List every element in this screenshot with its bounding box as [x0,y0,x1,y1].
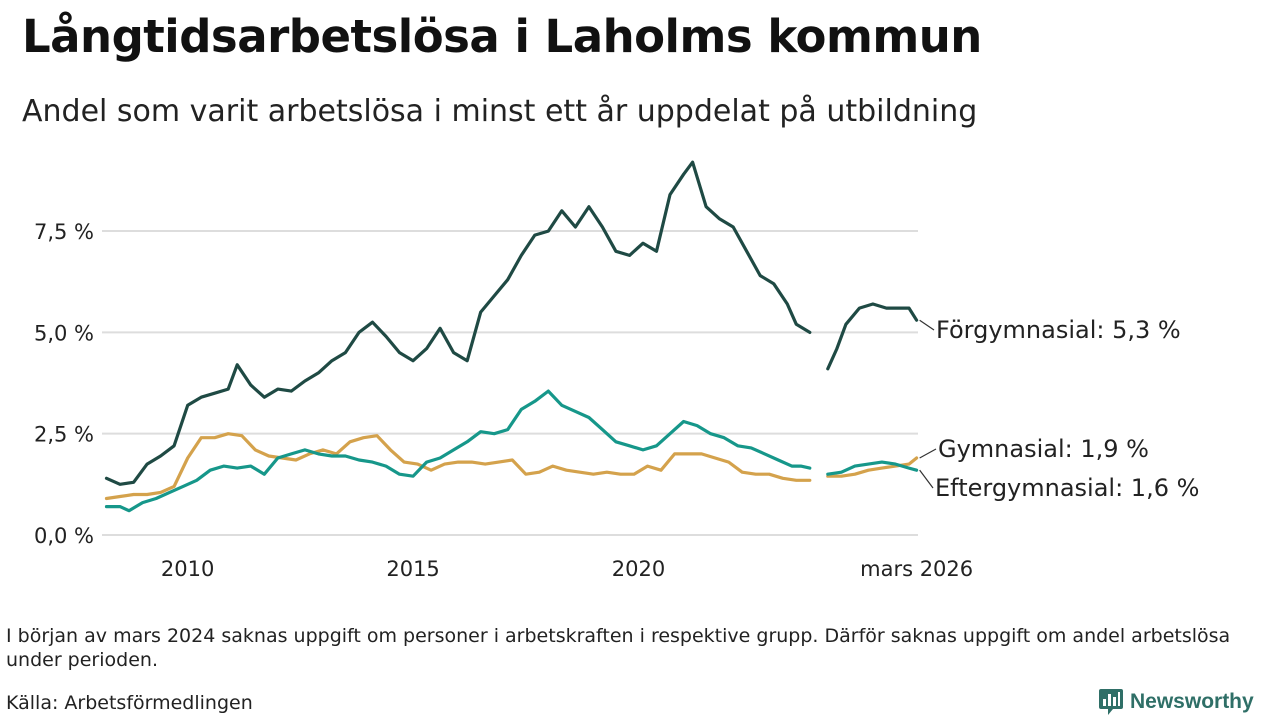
series-line-gymnasial-2 [826,456,919,478]
end-label-forgymnasial: Förgymnasial: 5,3 % [936,316,1181,344]
x-tick-label-3: mars 2026 [860,557,973,581]
end-labels: Förgymnasial: 5,3 % Gymnasial: 1,9 % Efter… [919,316,1199,502]
chart-subtitle: Andel som varit arbetslösa i minst ett å… [22,94,978,129]
x-tick-label-0: 2010 [161,557,214,581]
line-chart: 0,0 % 2,5 % 5,0 % 7,5 % 2010 2015 2020 mars 20… [34,160,1199,581]
series-line-eftergymnasial-2 [826,460,919,476]
grid-lines [102,230,918,536]
end-label-leader-forgymnasial [919,319,935,331]
newsworthy-logo: Newsworthy [1098,688,1254,716]
series-line-gymnasial-1 [104,432,812,501]
series-line-forgymnasial-2 [826,302,919,371]
y-tick-label-3: 7,5 % [34,220,94,244]
end-label-leader-eftergymnasial [919,469,934,489]
series-lines [104,160,919,513]
y-axis: 0,0 % 2,5 % 5,0 % 7,5 % [34,220,94,548]
x-axis: 2010 2015 2020 mars 2026 [161,557,973,581]
series-line-forgymnasial-1 [104,160,812,486]
y-tick-label-0: 0,0 % [34,524,94,548]
x-tick-label-1: 2015 [386,557,439,581]
y-tick-label-1: 2,5 % [34,423,94,447]
source-credit: Källa: Arbetsförmedlingen [6,692,253,714]
newsworthy-chart-bubble-icon [1099,689,1123,715]
end-label-gymnasial: Gymnasial: 1,9 % [938,435,1149,463]
series-line-eftergymnasial-1 [104,389,812,513]
chart-title: Långtidsarbetslösa i Laholms kommun [22,10,982,63]
x-tick-label-2: 2020 [612,557,665,581]
brand-name: Newsworthy [1130,690,1254,713]
footnote: I början av mars 2024 saknas uppgift om … [6,625,1231,671]
end-label-leader-gymnasial [919,448,937,459]
end-label-eftergymnasial: Eftergymnasial: 1,6 % [935,474,1199,502]
y-tick-label-2: 5,0 % [34,321,94,345]
